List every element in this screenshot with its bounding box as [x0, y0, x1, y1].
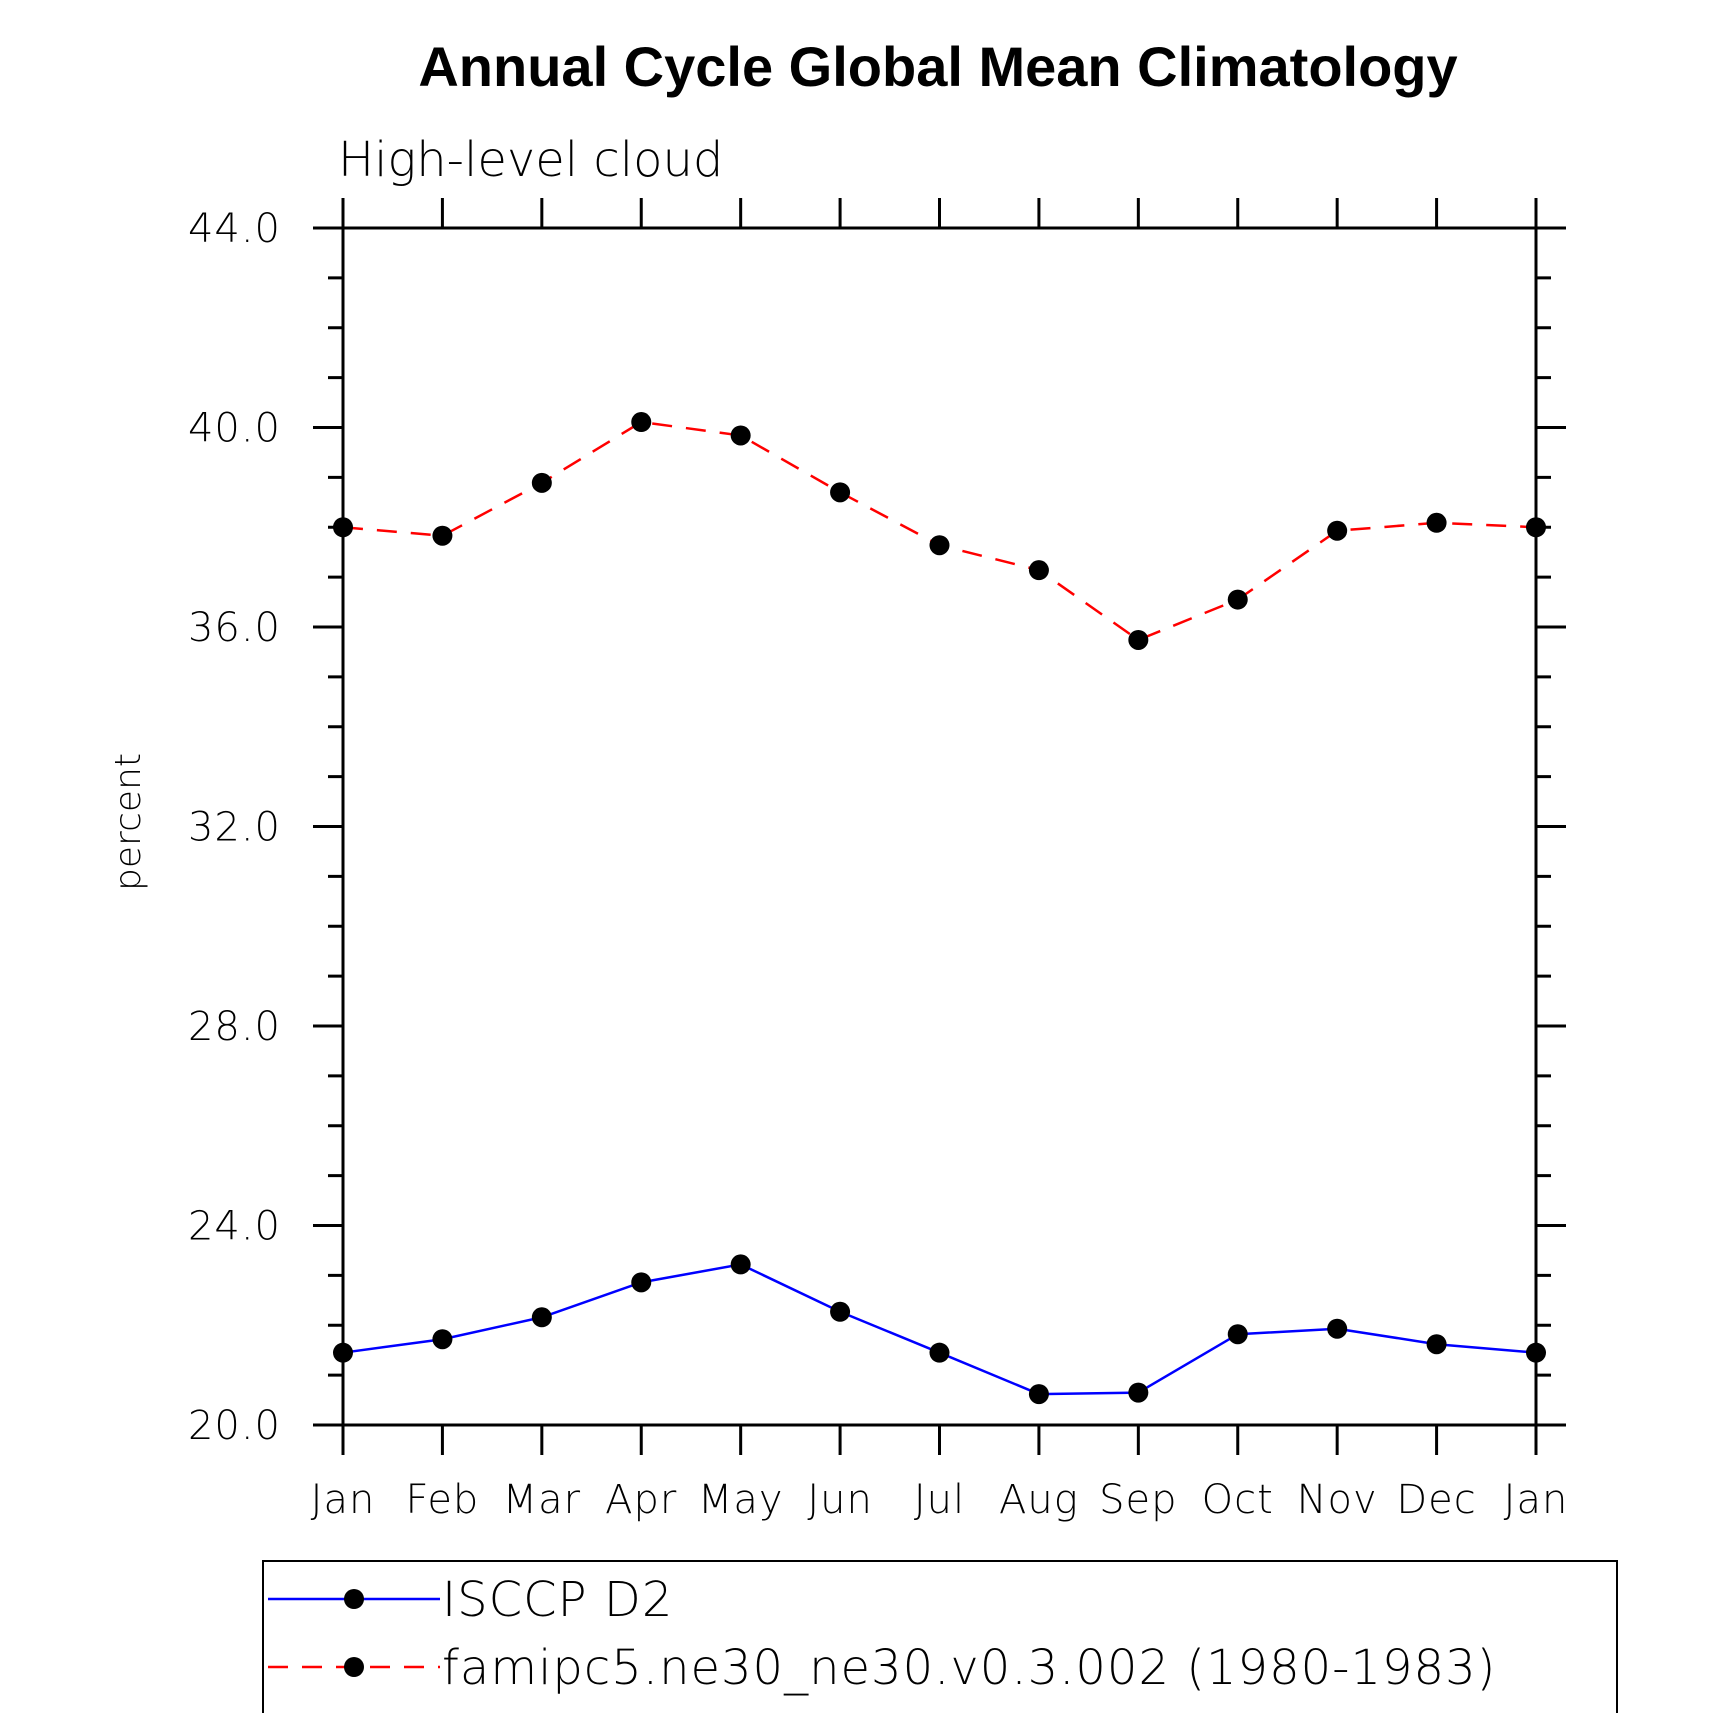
x-tick-label: Jan [311, 1477, 376, 1523]
legend-label-1: famipc5.ne30_ne30.v0.3.002 (1980-1983) [442, 1640, 1496, 1696]
legend-marker-1 [344, 1657, 364, 1677]
series-1-point [1128, 629, 1149, 650]
data-series [333, 412, 1546, 1405]
legend-box [262, 1560, 1618, 1713]
x-tick-label: Apr [605, 1477, 677, 1523]
series-0-point [1028, 1384, 1049, 1405]
series-0-point [929, 1342, 950, 1363]
x-tick-label: Mar [503, 1477, 581, 1523]
series-1-point [1028, 560, 1049, 581]
x-tick-label: Feb [406, 1477, 480, 1523]
series-0-point [830, 1301, 851, 1322]
y-tick-labels: 20.0 24.0 28.0 32.0 36.0 40.0 44.0 [188, 206, 281, 1449]
y-axis-label: percent [108, 753, 149, 891]
legend-label-0: ISCCP D2 [442, 1572, 673, 1628]
series-1-point [1526, 517, 1546, 538]
series-1-point [929, 535, 950, 556]
legend: ISCCP D2 famipc5.ne30_ne30.v0.3.002 (1980… [268, 1572, 1496, 1696]
x-tick-label: Oct [1202, 1477, 1274, 1523]
series-1-point [631, 412, 652, 433]
y-tick-label: 44.0 [188, 206, 281, 252]
series-1-point [531, 472, 552, 493]
series-1-point [830, 482, 851, 503]
x-tick-label: Dec [1396, 1477, 1476, 1523]
axis-ticks [313, 198, 1566, 1455]
series-line-1 [342, 420, 1537, 642]
x-tick-label: Jan [1504, 1477, 1569, 1523]
x-tick-label: May [698, 1477, 784, 1523]
series-0-point [333, 1342, 353, 1363]
x-tick-label: Jul [914, 1477, 965, 1523]
x-tick-label: Aug [999, 1477, 1079, 1523]
series-0-point [1426, 1334, 1447, 1355]
x-tick-label: Sep [1099, 1477, 1177, 1523]
series-1-point [1426, 512, 1447, 533]
legend-marker-0 [344, 1589, 364, 1609]
y-tick-label: 36.0 [188, 605, 281, 651]
series-line-0 [342, 1263, 1537, 1396]
series-0-point [432, 1329, 453, 1350]
y-tick-label: 28.0 [188, 1004, 281, 1050]
plot-frame [341, 226, 1538, 1427]
y-tick-label: 32.0 [188, 805, 281, 851]
series-0-point [631, 1272, 652, 1293]
chart-subtitle: High-level cloud [338, 132, 723, 188]
series-1-point [333, 517, 353, 538]
series-0-point [531, 1307, 552, 1328]
series-1-point [1227, 589, 1248, 610]
x-tick-labels: Jan Feb Mar Apr May Jun Jul Aug Sep Oct Nov Dec Jan [311, 1477, 1569, 1523]
x-tick-label: Nov [1297, 1477, 1378, 1523]
series-0-point [730, 1254, 751, 1275]
x-tick-label: Jun [807, 1477, 873, 1523]
series-0-point [1227, 1324, 1248, 1345]
series-0-point [1526, 1342, 1546, 1363]
y-tick-label: 20.0 [188, 1403, 281, 1449]
series-1-point [1327, 520, 1348, 541]
series-1-point [432, 525, 453, 546]
y-tick-label: 40.0 [188, 406, 281, 452]
y-tick-label: 24.0 [188, 1204, 281, 1250]
series-0-point [1327, 1318, 1348, 1339]
chart-title: Annual Cycle Global Mean Climatology [418, 35, 1457, 98]
series-0-point [1128, 1382, 1149, 1403]
series-1-point [730, 425, 751, 446]
